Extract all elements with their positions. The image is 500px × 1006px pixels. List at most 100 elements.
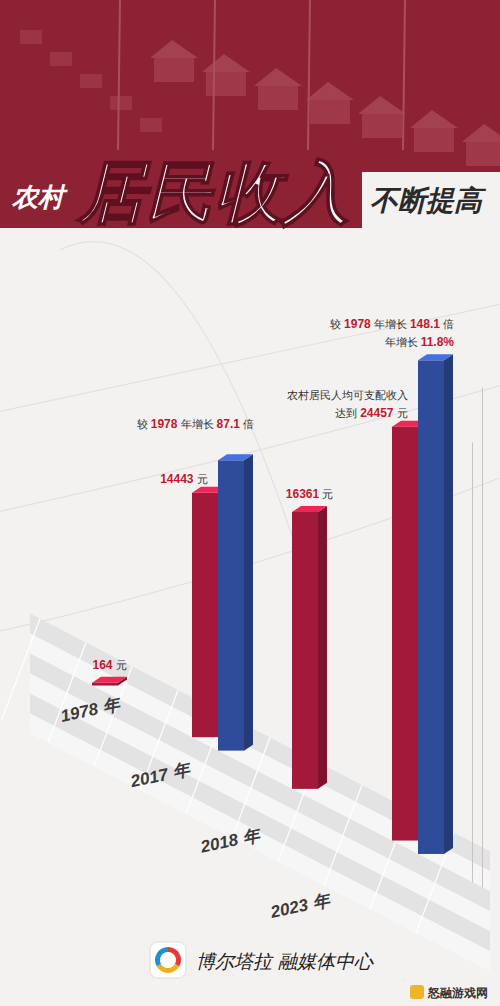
label-part: 倍 — [240, 418, 254, 430]
data-label: 16361 元 — [286, 487, 333, 501]
bar-side — [244, 454, 253, 750]
house-roof — [254, 68, 302, 86]
label-part: 16361 — [286, 487, 320, 501]
house-wall — [362, 114, 402, 138]
bar-top — [292, 506, 327, 512]
data-label: 14443 元 — [160, 472, 207, 486]
tree — [80, 74, 102, 88]
title: 农村居民收入不断提高 — [11, 154, 487, 230]
chart-svg: 农村居民收入不断提高164 元14443 元16361 元达到 24457 元较… — [0, 0, 500, 1006]
label-part: 年增长 — [177, 418, 216, 430]
chart-root: 农村居民收入不断提高164 元14443 元16361 元达到 24457 元较… — [0, 0, 500, 1006]
label-part: 达到 — [335, 407, 360, 419]
bar — [218, 460, 244, 750]
house-roof — [358, 96, 406, 114]
tree — [140, 118, 162, 132]
tree — [50, 52, 72, 66]
title-part: 农村 — [11, 182, 68, 212]
label-part: 11.8% — [421, 335, 455, 349]
label-part: 元 — [194, 473, 208, 485]
annotation: 年增长 11.8% — [385, 335, 455, 349]
header-houses — [20, 0, 500, 166]
title-part: 不断提高 — [370, 185, 487, 216]
label-part: 元 — [319, 488, 333, 500]
logo-box — [150, 942, 186, 978]
floor-line — [48, 642, 86, 742]
floor-line — [2, 619, 40, 719]
bar — [292, 512, 318, 789]
logo-arc — [155, 947, 168, 966]
y2-axis-line — [482, 388, 483, 888]
tree — [110, 96, 132, 110]
bar-side — [444, 354, 453, 854]
pole — [213, 0, 215, 150]
bar-group — [292, 506, 327, 789]
label-part: 元 — [112, 659, 126, 671]
annotation: 农村居民人均可支配收入 — [287, 389, 408, 401]
bar-top — [92, 677, 127, 683]
y2-axis — [482, 388, 483, 888]
data-label: 达到 24457 元 — [335, 406, 408, 420]
floor-line — [324, 785, 362, 885]
label-part: 年增长 — [371, 318, 410, 330]
house-wall — [154, 58, 194, 82]
bar — [192, 493, 218, 737]
category-label: 2017 年 — [128, 760, 193, 792]
house-wall — [258, 86, 298, 110]
data-label: 较 1978 年增长 87.1 倍 — [137, 417, 254, 431]
y-axis — [472, 442, 473, 882]
house-wall — [206, 72, 246, 96]
logo-arc — [157, 964, 180, 973]
watermark: 怒融游戏网 — [427, 986, 488, 1000]
house-roof — [306, 82, 354, 100]
label-part: 倍 — [440, 318, 454, 330]
title-part: 居民收入 — [75, 154, 350, 230]
house-wall — [310, 100, 350, 124]
bar — [392, 427, 418, 841]
source: 博尔塔拉 融媒体中心 — [196, 950, 374, 972]
tree — [20, 30, 42, 44]
label-part: 较 — [330, 318, 344, 330]
label-part: 元 — [394, 407, 408, 419]
house-roof — [202, 54, 250, 72]
label-part: 年增长 — [385, 336, 421, 348]
bar-top — [418, 354, 453, 360]
bar-side — [318, 506, 327, 789]
bar-group — [418, 354, 453, 854]
label-part: 1978 — [344, 317, 371, 331]
category-label: 2018 年 — [198, 825, 263, 857]
bar — [92, 683, 118, 686]
bar-top — [218, 454, 253, 460]
house-roof — [410, 110, 458, 128]
floor-line — [232, 738, 270, 838]
y-axis-line — [472, 442, 473, 882]
house-roof — [150, 40, 198, 58]
bar-group — [218, 454, 253, 750]
house-wall — [466, 142, 500, 166]
labels: 164 元14443 元16361 元达到 24457 元较 1978 年增长 … — [92, 317, 454, 671]
pole — [308, 0, 310, 150]
background-line — [60, 242, 300, 560]
category-label: 2023 年 — [268, 891, 333, 923]
label-part: 164 — [92, 658, 112, 672]
label-part: 148.1 — [410, 317, 440, 331]
logo — [150, 942, 186, 978]
label-part: 1978 — [151, 417, 178, 431]
label-part: 87.1 — [217, 417, 241, 431]
data-label: 164 元 — [92, 658, 126, 672]
label-part: 14443 — [160, 472, 194, 486]
bars — [92, 354, 453, 854]
pole — [403, 0, 405, 150]
bar — [418, 360, 444, 854]
background — [0, 0, 500, 1006]
pole — [118, 0, 120, 150]
data-label: 较 1978 年增长 148.1 倍 — [330, 317, 454, 331]
watermark-icon — [410, 985, 424, 999]
label-part: 较 — [137, 418, 151, 430]
house-wall — [414, 128, 454, 152]
house-roof — [462, 124, 500, 142]
label-part: 24457 — [360, 406, 394, 420]
bar-group — [92, 677, 127, 686]
category-label: 1978 年 — [59, 695, 123, 726]
logo-arc — [168, 947, 181, 967]
